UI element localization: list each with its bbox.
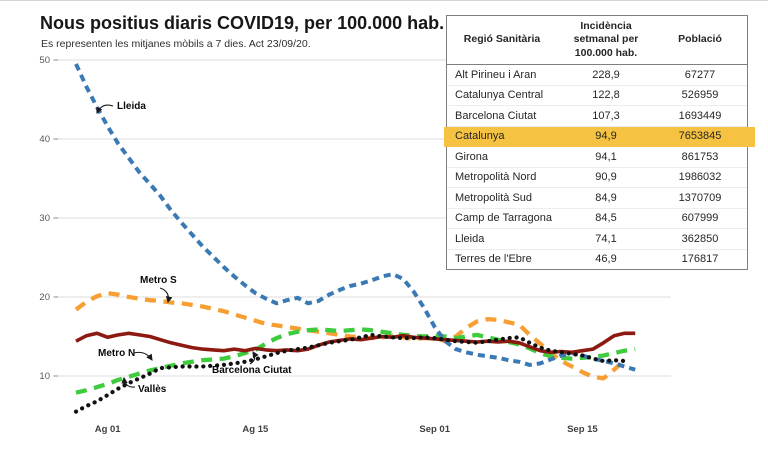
y-tick-label: 20 (39, 292, 50, 303)
table-header-region: Regió Sanitària (463, 33, 541, 46)
incidence-table: Regió Sanitària Incidència setmanal per … (446, 15, 748, 270)
cell-population: 176817 (681, 253, 719, 266)
cell-population: 67277 (684, 68, 716, 81)
table-header-population: Població (678, 33, 722, 46)
cell-region: Catalunya Central (455, 89, 544, 102)
cell-region: Barcelona Ciutat (455, 109, 537, 122)
annotation-arrow-metro-s (159, 287, 173, 304)
cell-region: Girona (455, 150, 489, 163)
y-tick-label: 30 (39, 213, 50, 224)
cell-population: 7653845 (678, 130, 722, 143)
table-header-incidence: Incidència setmanal per 100.000 hab. (573, 20, 639, 59)
table-row: Girona 94,1 861753 (447, 147, 747, 168)
cell-incidence: 122,8 (592, 89, 620, 102)
table-row-highlighted: Catalunya 94,9 7653845 (447, 126, 747, 147)
table-row: Terres de l'Ebre 46,9 176817 (447, 250, 747, 270)
cell-population: 1986032 (678, 171, 722, 184)
annotation-arrow-barcelona-ciutat (249, 351, 259, 365)
table-row: Camp de Tarragona 84,5 607999 (447, 209, 747, 229)
cell-region: Lleida (455, 232, 485, 245)
annotation-arrow-lleida (96, 104, 114, 115)
series-line-lleida (74, 63, 636, 372)
cell-population: 1693449 (678, 109, 722, 122)
x-tick-label: Ag 15 (242, 424, 269, 435)
cell-population: 526959 (681, 89, 719, 102)
y-tick-label: 50 (39, 55, 50, 66)
cell-region: Terres de l'Ebre (455, 253, 532, 266)
annotation-vall-s: Vallès (138, 384, 167, 395)
x-tick-label: Sep 01 (419, 424, 450, 435)
y-tick-label: 40 (39, 134, 50, 145)
annotation-arrow-metro-n (133, 351, 153, 361)
cell-region: Camp de Tarragona (455, 212, 553, 225)
page-title: Nous positius diaris COVID19, per 100.00… (40, 13, 445, 33)
cell-region: Metropolità Nord (455, 171, 537, 184)
annotation-arrow-vall-s (121, 376, 136, 388)
annotation-barcelona-ciutat: Barcelona Ciutat (212, 365, 292, 376)
table-row: Metropolità Sud 84,9 1370709 (447, 188, 747, 209)
annotation-metro-n: Metro N (98, 348, 135, 359)
page-subtitle: Es representen les mitjanes mòbils a 7 d… (41, 38, 311, 50)
cell-incidence: 94,1 (595, 150, 617, 163)
table-row: Metropolità Nord 90,9 1986032 (447, 168, 747, 188)
series-line-metro-s (74, 290, 627, 381)
cell-population: 861753 (681, 150, 719, 163)
cell-population: 1370709 (678, 191, 722, 204)
x-tick-label: Sep 15 (567, 424, 598, 435)
cell-incidence: 84,5 (595, 212, 617, 225)
table-row: Alt Pirineu i Aran 228,9 67277 (447, 65, 747, 86)
cell-incidence: 94,9 (595, 130, 617, 143)
cell-incidence: 90,9 (595, 171, 617, 184)
cell-population: 607999 (681, 212, 719, 225)
cell-region: Catalunya (455, 130, 505, 143)
annotation-lleida: Lleida (117, 101, 146, 112)
annotation-metro-s: Metro S (140, 275, 177, 286)
table-row: Catalunya Central 122,8 526959 (447, 86, 747, 106)
cell-incidence: 46,9 (595, 253, 617, 266)
cell-region: Alt Pirineu i Aran (455, 68, 537, 81)
table-header-row: Regió Sanitària Incidència setmanal per … (447, 16, 747, 65)
y-tick-label: 10 (39, 371, 50, 382)
table-row: Lleida 74,1 362850 (447, 229, 747, 250)
cell-incidence: 74,1 (595, 232, 617, 245)
series-line-vall-s (73, 332, 627, 414)
cell-region: Metropolità Sud (455, 191, 533, 204)
cell-population: 362850 (681, 232, 719, 245)
series-line-barcelona-ciutat (75, 331, 636, 355)
cell-incidence: 84,9 (595, 191, 617, 204)
table-row: Barcelona Ciutat 107,3 1693449 (447, 106, 747, 127)
x-tick-label: Ag 01 (95, 424, 122, 435)
cell-incidence: 107,3 (592, 109, 620, 122)
table-body: Alt Pirineu i Aran 228,9 67277 Catalunya Ce… (447, 65, 747, 269)
cell-incidence: 228,9 (592, 68, 620, 81)
